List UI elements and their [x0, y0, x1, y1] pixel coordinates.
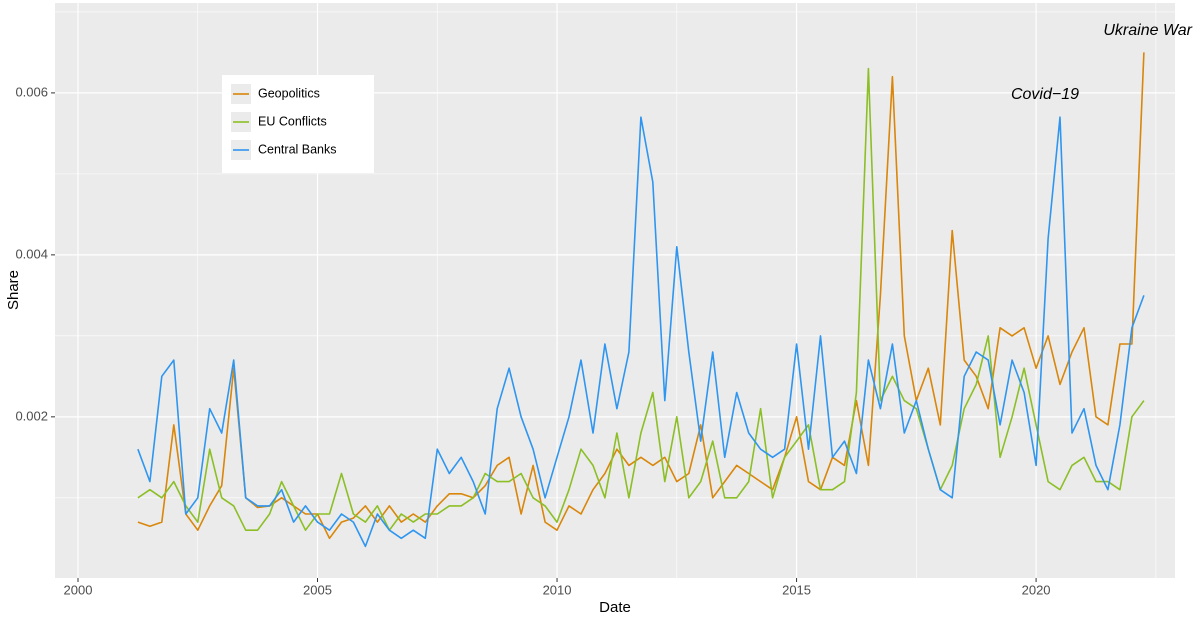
legend-label: Geopolitics	[258, 86, 320, 100]
y-tick-label: 0.002	[15, 408, 48, 423]
x-tick-label: 2005	[303, 582, 332, 597]
y-axis-title: Share	[5, 270, 22, 310]
x-tick-label: 2000	[64, 582, 93, 597]
legend-label: Central Banks	[258, 142, 337, 156]
series-line	[137, 116, 1145, 548]
x-tick-label: 2015	[782, 582, 811, 597]
x-tick-label: 2020	[1022, 582, 1051, 597]
legend-label: EU Conflicts	[258, 114, 327, 128]
x-axis-title: Date	[599, 599, 631, 616]
annotation: Covid−19	[1011, 86, 1079, 103]
y-tick-label: 0.006	[15, 84, 48, 99]
x-tick-label: 2010	[543, 582, 572, 597]
series-line	[137, 67, 1145, 531]
annotation: Ukraine War	[1103, 22, 1192, 39]
series-line	[137, 52, 1145, 540]
y-tick-label: 0.004	[15, 246, 48, 261]
